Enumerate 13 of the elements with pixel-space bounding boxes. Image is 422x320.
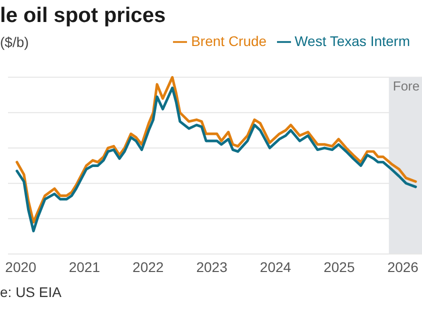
text: e: US EIA (0, 284, 62, 300)
x-tick-label: 2026 (387, 258, 419, 275)
x-tick-label: 2020 (5, 258, 37, 275)
x-tick-label: 2022 (132, 258, 164, 275)
legend-label: West Texas Interm (294, 33, 410, 49)
chart-title: le oil spot prices (0, 4, 166, 28)
x-tick-label: 2021 (68, 258, 100, 275)
band-label: Fore (392, 78, 420, 94)
legend-label: Brent Crude (191, 33, 267, 49)
x-tick-label: 2023 (196, 258, 228, 275)
x-tick-label: 2024 (260, 258, 292, 275)
y-axis-title: ($/b) (0, 34, 29, 50)
x-tick-label: 2025 (324, 258, 355, 275)
